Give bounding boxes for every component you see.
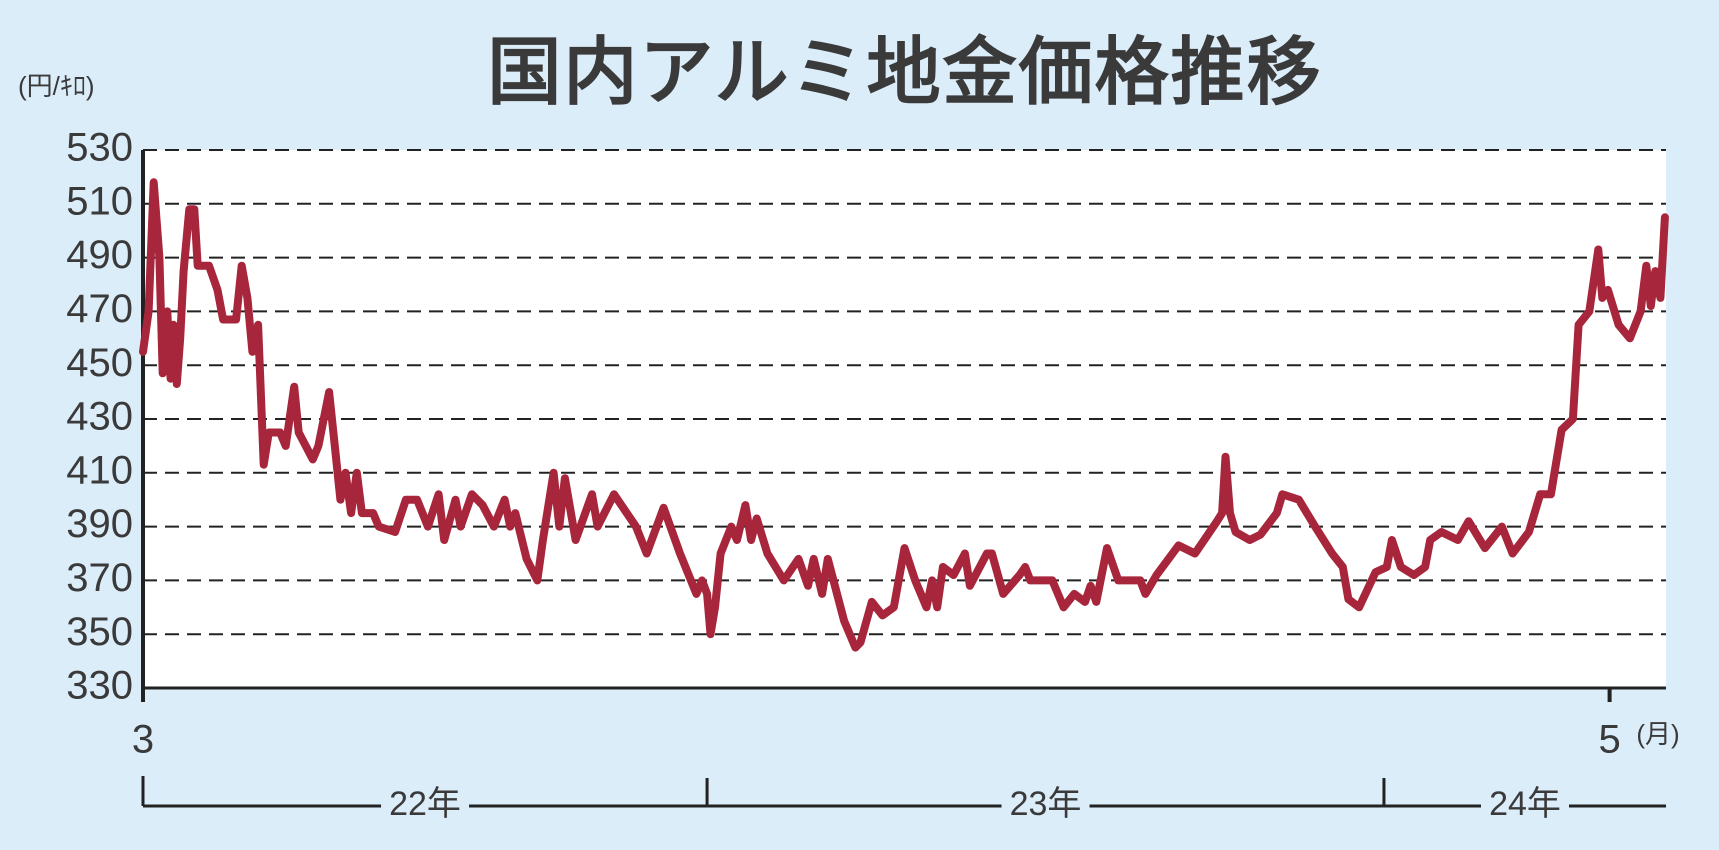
x-unit-label: (月) bbox=[1636, 719, 1679, 749]
x-tick-label: 5 bbox=[1598, 718, 1620, 762]
year-label-bg bbox=[381, 784, 470, 828]
y-tick-label: 490 bbox=[66, 233, 133, 277]
y-tick-label: 530 bbox=[66, 126, 133, 170]
year-label: 23年 bbox=[1010, 785, 1082, 823]
y-unit-label: (円/ｷﾛ) bbox=[18, 71, 95, 101]
year-label: 22年 bbox=[389, 785, 461, 823]
y-tick-label: 350 bbox=[66, 610, 133, 654]
year-label: 24年 bbox=[1489, 785, 1561, 823]
y-tick-label: 470 bbox=[66, 287, 133, 331]
y-tick-label: 370 bbox=[66, 556, 133, 600]
year-label-bg bbox=[1001, 784, 1090, 828]
y-tick-label: 510 bbox=[66, 179, 133, 223]
chart-title: 国内アルミ地金価格推移 bbox=[487, 31, 1322, 114]
y-tick-label: 430 bbox=[66, 395, 133, 439]
x-tick-label: 3 bbox=[132, 718, 154, 762]
y-tick-label: 330 bbox=[66, 664, 133, 708]
y-tick-label: 410 bbox=[66, 448, 133, 492]
year-label-bg bbox=[1480, 784, 1569, 828]
price-line bbox=[139, 178, 1669, 652]
y-tick-label: 390 bbox=[66, 502, 133, 546]
y-tick-label: 450 bbox=[66, 341, 133, 385]
